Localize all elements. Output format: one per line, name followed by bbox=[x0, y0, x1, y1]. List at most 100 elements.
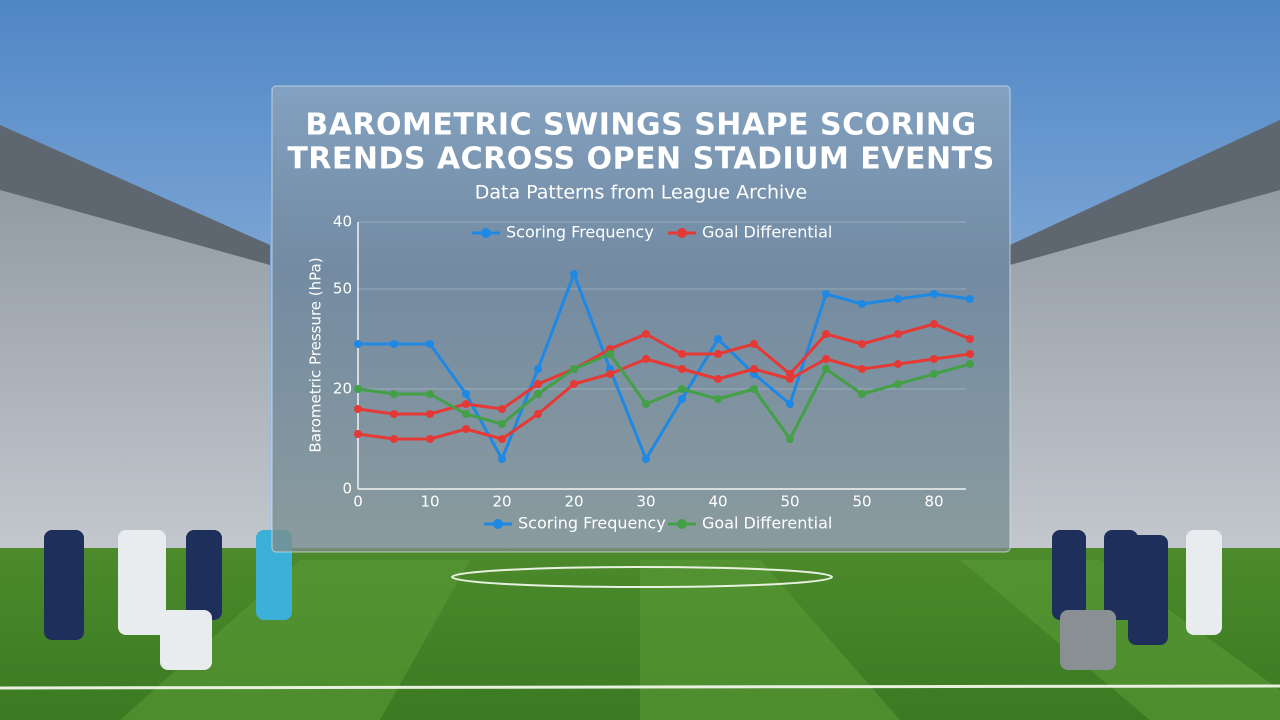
data-point bbox=[822, 365, 830, 373]
y-axis-label: Barometric Pressure (hPa) bbox=[307, 257, 325, 452]
data-point bbox=[462, 410, 470, 418]
data-point bbox=[714, 350, 722, 358]
x-tick-label: 30 bbox=[636, 493, 655, 511]
data-point bbox=[642, 330, 650, 338]
data-point bbox=[786, 375, 794, 383]
data-point bbox=[606, 370, 614, 378]
data-point bbox=[678, 385, 686, 393]
series-line bbox=[358, 272, 971, 461]
legend-label: Goal Differential bbox=[702, 223, 832, 242]
data-point bbox=[894, 380, 902, 388]
data-point bbox=[390, 435, 398, 443]
roof-left bbox=[0, 125, 270, 265]
data-point bbox=[534, 380, 542, 388]
data-point bbox=[426, 435, 434, 443]
chart-subtitle: Data Patterns from League Archive bbox=[475, 182, 807, 204]
data-point bbox=[498, 435, 506, 443]
legend-swatch bbox=[677, 519, 687, 529]
data-point bbox=[642, 455, 650, 463]
legend-swatch bbox=[677, 228, 687, 238]
data-point bbox=[930, 320, 938, 328]
series-line bbox=[357, 322, 971, 416]
x-tick-label: 20 bbox=[564, 493, 583, 511]
data-point bbox=[390, 410, 398, 418]
data-point bbox=[498, 420, 506, 428]
data-point bbox=[678, 350, 686, 358]
data-point bbox=[858, 390, 866, 398]
touchline bbox=[0, 684, 1280, 690]
data-point bbox=[570, 365, 578, 373]
legend-swatch bbox=[481, 228, 491, 238]
x-tick-label: 50 bbox=[852, 493, 871, 511]
x-tick-label: 10 bbox=[420, 493, 439, 511]
data-point bbox=[426, 390, 434, 398]
data-point bbox=[462, 400, 470, 408]
data-point bbox=[822, 290, 830, 298]
data-point bbox=[498, 455, 506, 463]
y-tick-label: 20 bbox=[333, 380, 352, 398]
data-point bbox=[354, 340, 362, 348]
data-point bbox=[750, 385, 758, 393]
data-point bbox=[714, 395, 722, 403]
data-point bbox=[822, 355, 830, 363]
data-point bbox=[354, 430, 362, 438]
data-point bbox=[786, 435, 794, 443]
data-point bbox=[858, 300, 866, 308]
chart-title: TRENDS ACROSS OPEN STADIUM EVENTS bbox=[287, 142, 994, 177]
data-point bbox=[390, 390, 398, 398]
legend-label: Goal Differential bbox=[702, 514, 832, 533]
data-point bbox=[462, 425, 470, 433]
data-point bbox=[534, 365, 542, 373]
x-tick-label: 80 bbox=[924, 493, 943, 511]
data-point bbox=[498, 405, 506, 413]
data-point bbox=[750, 340, 758, 348]
data-point bbox=[966, 360, 974, 368]
data-point bbox=[642, 355, 650, 363]
data-point bbox=[678, 395, 686, 403]
chart-panel bbox=[271, 85, 1011, 553]
data-point bbox=[642, 400, 650, 408]
data-point bbox=[606, 350, 614, 358]
data-point bbox=[534, 390, 542, 398]
data-point bbox=[714, 375, 722, 383]
data-point bbox=[930, 290, 938, 298]
y-tick-label: 50 bbox=[333, 280, 352, 298]
data-point bbox=[426, 340, 434, 348]
legend-label: Scoring Frequency bbox=[518, 514, 666, 533]
data-point bbox=[966, 335, 974, 343]
data-point bbox=[894, 330, 902, 338]
data-point bbox=[354, 385, 362, 393]
data-point bbox=[894, 360, 902, 368]
data-point bbox=[858, 340, 866, 348]
legend-label: Scoring Frequency bbox=[506, 223, 654, 242]
data-point bbox=[570, 380, 578, 388]
data-point bbox=[462, 390, 470, 398]
series-line bbox=[357, 352, 971, 441]
x-tick-label: 20 bbox=[492, 493, 511, 511]
data-point bbox=[822, 330, 830, 338]
data-point bbox=[858, 365, 866, 373]
data-point bbox=[534, 410, 542, 418]
series-line bbox=[357, 352, 971, 441]
data-point bbox=[930, 355, 938, 363]
data-point bbox=[894, 295, 902, 303]
data-point bbox=[354, 405, 362, 413]
data-point bbox=[966, 350, 974, 358]
data-point bbox=[966, 295, 974, 303]
data-point bbox=[786, 400, 794, 408]
chart-title: BAROMETRIC SWINGS SHAPE SCORING bbox=[305, 108, 976, 143]
y-tick-label: 0 bbox=[342, 480, 352, 498]
y-tick-label: 40 bbox=[333, 213, 352, 231]
data-point bbox=[678, 365, 686, 373]
data-point bbox=[930, 370, 938, 378]
legend-swatch bbox=[493, 519, 503, 529]
data-point bbox=[426, 410, 434, 418]
center-circle bbox=[451, 566, 833, 588]
x-tick-label: 50 bbox=[780, 493, 799, 511]
pitch-stripes bbox=[120, 560, 1280, 720]
x-tick-label: 40 bbox=[708, 493, 727, 511]
data-point bbox=[714, 335, 722, 343]
x-tick-label: 0 bbox=[353, 493, 363, 511]
data-point bbox=[570, 270, 578, 278]
